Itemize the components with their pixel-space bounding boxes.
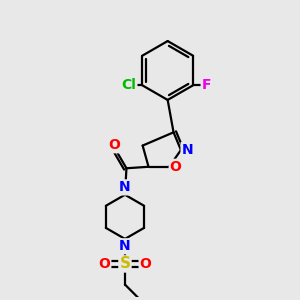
Text: O: O: [98, 257, 110, 271]
Text: S: S: [119, 256, 130, 272]
Text: F: F: [202, 78, 211, 92]
Text: N: N: [119, 180, 131, 194]
Text: N: N: [182, 143, 193, 157]
Text: N: N: [119, 239, 131, 253]
Text: O: O: [109, 138, 121, 152]
Text: Cl: Cl: [122, 78, 136, 92]
Text: O: O: [140, 257, 152, 271]
Text: O: O: [170, 160, 182, 174]
